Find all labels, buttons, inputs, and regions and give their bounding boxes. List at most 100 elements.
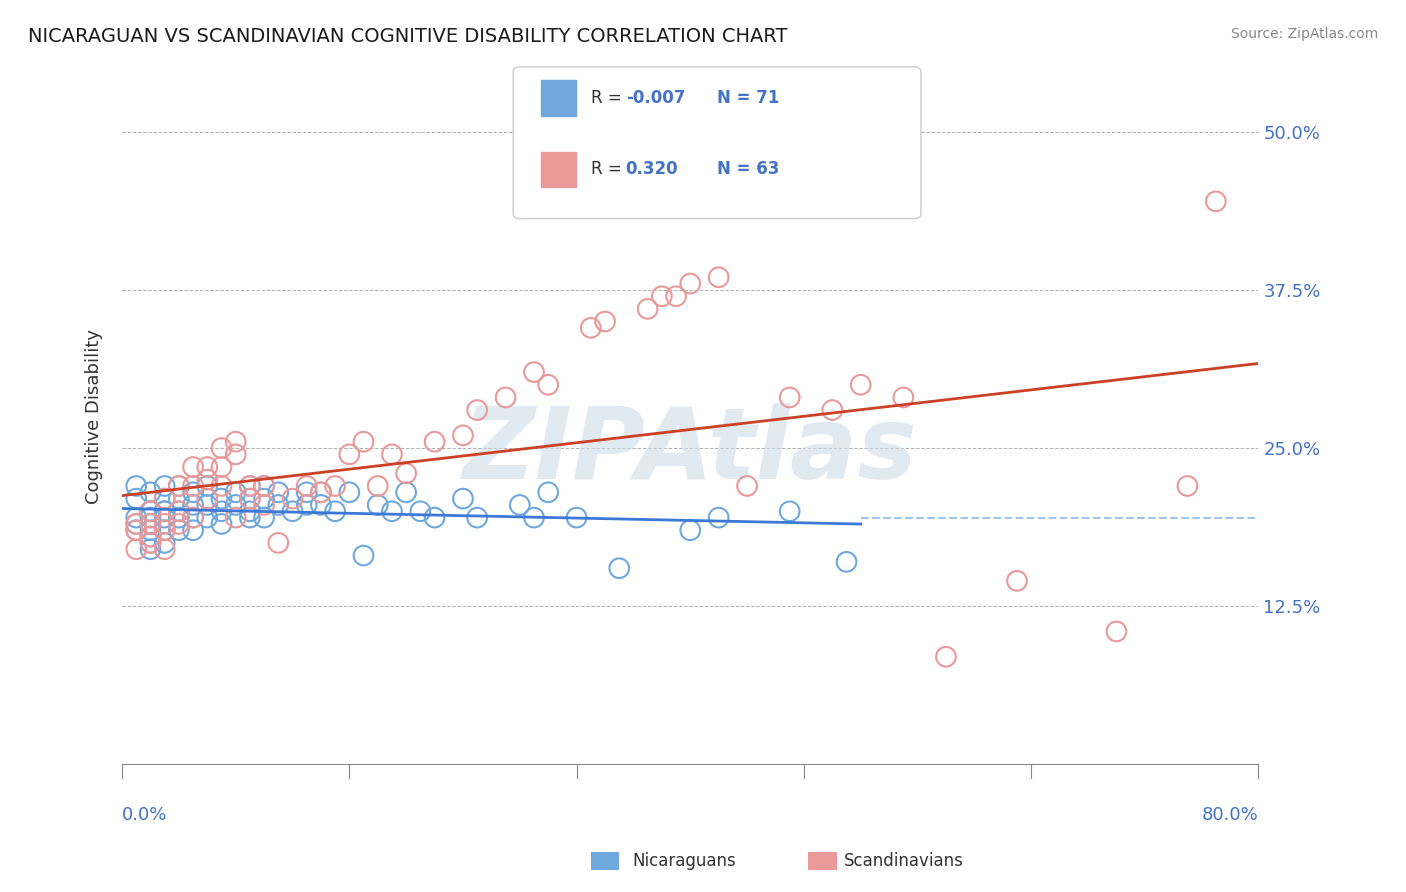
Point <box>139 530 162 544</box>
Point <box>537 377 560 392</box>
Text: Nicaraguans: Nicaraguans <box>633 852 737 870</box>
Point <box>679 277 702 291</box>
Point <box>181 460 204 475</box>
Point <box>139 504 162 518</box>
Point <box>679 523 702 537</box>
Point <box>665 289 688 303</box>
Text: 0.0%: 0.0% <box>122 806 167 824</box>
Point <box>225 510 247 524</box>
Point <box>181 510 204 524</box>
Point <box>409 504 432 518</box>
Point <box>125 479 148 493</box>
Point <box>153 491 176 506</box>
Point <box>167 479 190 493</box>
Point <box>139 523 162 537</box>
Point <box>267 485 290 500</box>
Point <box>891 391 914 405</box>
Point <box>139 536 162 550</box>
Point <box>849 377 872 392</box>
Point <box>195 498 218 512</box>
Point <box>125 516 148 531</box>
Point <box>211 460 233 475</box>
Point <box>125 523 148 537</box>
Point <box>167 516 190 531</box>
Point <box>153 504 176 518</box>
Point <box>167 504 190 518</box>
Point <box>225 498 247 512</box>
Point <box>1105 624 1128 639</box>
Point <box>181 498 204 512</box>
Point <box>381 447 404 461</box>
Point <box>323 479 346 493</box>
Point <box>253 498 276 512</box>
Point <box>593 314 616 328</box>
Point <box>153 516 176 531</box>
Point <box>353 549 375 563</box>
Point <box>139 516 162 531</box>
Point <box>225 447 247 461</box>
Point <box>735 479 758 493</box>
Point <box>181 523 204 537</box>
Point <box>153 491 176 506</box>
Point <box>579 321 602 335</box>
Point <box>139 504 162 518</box>
Point <box>337 447 360 461</box>
Point <box>167 510 190 524</box>
Text: R =: R = <box>591 89 627 107</box>
Point <box>195 510 218 524</box>
Point <box>707 510 730 524</box>
Point <box>495 391 517 405</box>
Point <box>465 403 488 417</box>
Text: N = 71: N = 71 <box>717 89 779 107</box>
Point <box>821 403 844 417</box>
Point <box>167 523 190 537</box>
Point <box>423 510 446 524</box>
Point <box>381 504 404 518</box>
Point <box>779 391 801 405</box>
Point <box>167 504 190 518</box>
Point <box>211 504 233 518</box>
Text: N = 63: N = 63 <box>717 161 779 178</box>
Text: 0.320: 0.320 <box>626 161 678 178</box>
Point <box>211 491 233 506</box>
Point <box>323 504 346 518</box>
Point <box>537 485 560 500</box>
Point <box>139 485 162 500</box>
Point <box>1205 194 1227 209</box>
Point <box>309 485 332 500</box>
Point <box>139 510 162 524</box>
Point <box>707 270 730 285</box>
Point <box>367 479 389 493</box>
Point <box>167 479 190 493</box>
Point <box>167 491 190 506</box>
Point <box>1005 574 1028 588</box>
Point <box>139 542 162 557</box>
Text: NICARAGUAN VS SCANDINAVIAN COGNITIVE DISABILITY CORRELATION CHART: NICARAGUAN VS SCANDINAVIAN COGNITIVE DIS… <box>28 27 787 45</box>
Point <box>239 479 262 493</box>
Point <box>181 510 204 524</box>
Point <box>637 301 659 316</box>
Point <box>253 479 276 493</box>
Point <box>267 536 290 550</box>
Point <box>337 485 360 500</box>
Point <box>153 510 176 524</box>
Point <box>465 510 488 524</box>
Point <box>1177 479 1199 493</box>
Point <box>225 485 247 500</box>
Point <box>309 498 332 512</box>
Point <box>239 479 262 493</box>
Point <box>353 434 375 449</box>
Point <box>195 460 218 475</box>
Point <box>779 504 801 518</box>
Point <box>239 510 262 524</box>
Point <box>153 479 176 493</box>
Point <box>239 504 262 518</box>
Text: Scandinavians: Scandinavians <box>844 852 963 870</box>
Point <box>423 434 446 449</box>
Point <box>509 498 531 512</box>
Point <box>281 504 304 518</box>
Point <box>395 485 418 500</box>
Point <box>125 516 148 531</box>
Point <box>607 561 630 575</box>
Point <box>125 491 148 506</box>
